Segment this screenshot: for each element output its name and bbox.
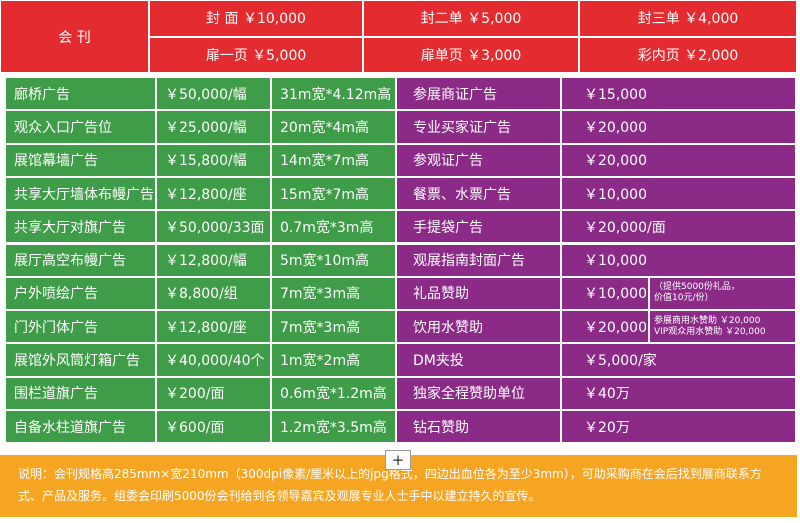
left-cell: 1m宽*2m高 [271,343,396,377]
item-name: 手提袋广告 [396,210,561,244]
note-line: VIP观众用水赞助 ￥20,000 [654,326,766,337]
item-price: ￥10,000 [561,276,649,311]
item-price: ￥20万 [561,410,796,444]
item-name: DM夹投 [396,343,561,377]
item-price: ￥20,000 [561,110,796,144]
left-cell: 20m宽*4m高 [271,110,396,144]
item-price: ￥10,000 [561,243,796,277]
item-name: 观展指南封面广告 [396,243,561,277]
header-cell: 扉单页 ￥3,000 [363,36,579,73]
item-name: 礼品赞助 [396,276,561,311]
left-cell: ￥600/面 [156,410,271,444]
note-line: （提供5000份礼品， [654,282,740,293]
left-cell: ￥50,000/33面 [156,210,271,244]
header-label: 会 刊 [0,0,149,73]
item-name: 专业买家证广告 [396,110,561,144]
note-line: 价值10元/份） [654,293,714,304]
left-cell: 共享大厅墙体布幔广告 [5,176,156,211]
item-price: ￥40万 [561,376,796,410]
left-cell: 展厅高空布幔广告 [5,243,156,277]
left-cell: 门外门体广告 [5,310,156,344]
item-note: 参展商用水赞助 ￥20,000 VIP观众用水赞助 ￥20,000 [649,310,796,344]
item-price: ￥15,000 [561,77,796,111]
item-price: ￥5,000/家 [561,343,796,377]
item-name: 独家全程赞助单位 [396,376,561,410]
left-cell: 户外喷绘广告 [5,276,156,311]
header-cell: 扉一页 ￥5,000 [149,36,363,73]
left-cell: 0.7m宽*3m高 [271,210,396,244]
item-price: ￥20,000/面 [561,210,796,244]
left-cell: ￥12,800/座 [156,176,271,211]
add-button[interactable]: + [385,450,411,470]
left-cell: ￥50,000/幅 [156,77,271,111]
left-cell: ￥8,800/组 [156,276,271,311]
left-cell: 展馆幕墙广告 [5,143,156,177]
left-cell: 14m宽*7m高 [271,143,396,177]
item-name: 参观证广告 [396,143,561,177]
note-line: 参展商用水赞助 ￥20,000 [654,315,761,326]
item-name: 餐票、水票广告 [396,176,561,211]
item-price: ￥20,000 [561,143,796,177]
left-cell: ￥12,800/幅 [156,243,271,277]
left-cell: ￥40,000/40个 [156,343,271,377]
left-cell: 0.6m宽*1.2m高 [271,376,396,410]
item-note: （提供5000份礼品， 价值10元/份） [649,276,796,311]
header-cell: 封三单 ￥4,000 [579,0,797,37]
left-cell: 展馆外风筒灯箱广告 [5,343,156,377]
left-cell: ￥15,800/幅 [156,143,271,177]
left-cell: 1.2m宽*3.5m高 [271,410,396,444]
left-cell: ￥25,000/幅 [156,110,271,144]
left-cell: 5m宽*10m高 [271,243,396,277]
left-cell: 31m宽*4.12m高 [271,77,396,111]
left-cell: 自备水柱道旗广告 [5,410,156,444]
header-cell: 封二单 ￥5,000 [363,0,579,37]
left-cell: ￥12,800/座 [156,310,271,344]
header-cell: 封 面 ￥10,000 [149,0,363,37]
left-cell: 7m宽*3m高 [271,276,396,311]
left-cell: 15m宽*7m高 [271,176,396,211]
item-price: ￥10,000 [561,176,796,211]
left-cell: 共享大厅对旗广告 [5,210,156,244]
item-price: ￥20,000 [561,310,649,344]
header-cell: 彩内页 ￥2,000 [579,36,797,73]
left-cell: ￥200/面 [156,376,271,410]
left-cell: 围栏道旗广告 [5,376,156,410]
left-cell: 观众入口广告位 [5,110,156,144]
left-cell: 廊桥广告 [5,77,156,111]
item-name: 饮用水赞助 [396,310,561,344]
item-name: 参展商证广告 [396,77,561,111]
item-name: 钻石赞助 [396,410,561,444]
left-cell: 7m宽*3m高 [271,310,396,344]
